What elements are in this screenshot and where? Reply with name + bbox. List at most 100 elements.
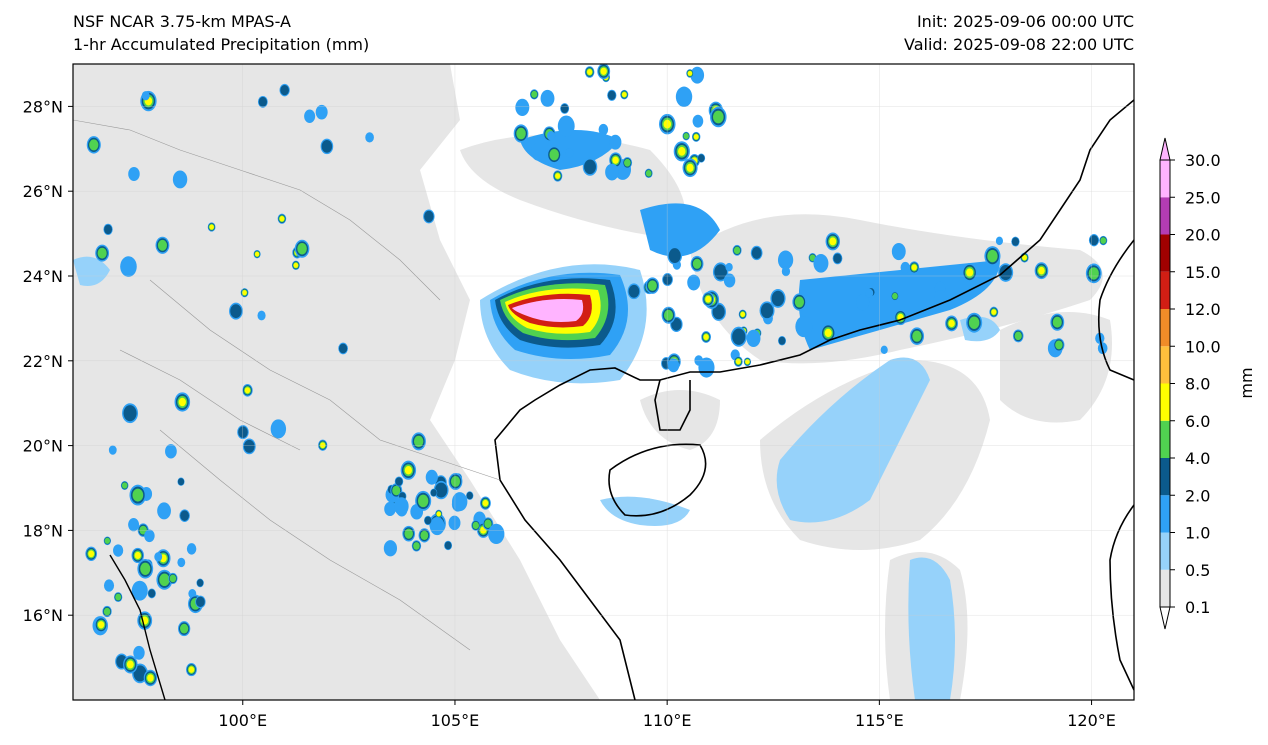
precip-cell bbox=[133, 665, 147, 682]
precip-cell bbox=[104, 537, 111, 544]
lat-tick-label: 24°N bbox=[23, 267, 63, 286]
precip-cell bbox=[609, 134, 622, 150]
colorbar-band bbox=[1160, 383, 1170, 421]
precip-cell bbox=[321, 139, 333, 153]
precip-cell bbox=[703, 334, 709, 340]
lon-tick-label: 115°E bbox=[855, 711, 904, 730]
precip-cell bbox=[1055, 340, 1063, 350]
precip-cell bbox=[242, 290, 247, 296]
precip-cell bbox=[621, 91, 627, 98]
precip-cell bbox=[833, 253, 842, 264]
colorbar-label: mm bbox=[1237, 367, 1256, 398]
precip-cell bbox=[663, 309, 674, 321]
precip-cell bbox=[404, 528, 413, 539]
precip-cell bbox=[891, 242, 906, 261]
precip-cell bbox=[180, 623, 189, 634]
precip-cell bbox=[180, 510, 190, 521]
precip-cell bbox=[690, 66, 705, 84]
precip-cell bbox=[144, 529, 155, 543]
precip-cell bbox=[123, 405, 137, 422]
precip-cell bbox=[304, 109, 316, 123]
precip-cell bbox=[692, 258, 702, 269]
precip-cell bbox=[612, 156, 619, 164]
precip-cell bbox=[948, 319, 955, 328]
precip-cell bbox=[430, 489, 437, 497]
precip-cell bbox=[778, 336, 786, 345]
precip-cell bbox=[824, 328, 832, 338]
colorbar-tick-label: 0.5 bbox=[1185, 561, 1210, 580]
precip-cell bbox=[134, 551, 141, 560]
hainan-coastline bbox=[608, 443, 707, 517]
colorbar-extend-min bbox=[1159, 606, 1171, 630]
precip-cell bbox=[258, 96, 267, 107]
precip-cell bbox=[244, 387, 251, 394]
precip-cell bbox=[140, 562, 151, 575]
precip-cell bbox=[365, 132, 374, 143]
colorbar-band bbox=[1160, 234, 1170, 272]
precip-cell bbox=[177, 557, 186, 568]
precip-cell bbox=[600, 67, 607, 75]
precip-cell bbox=[713, 110, 724, 124]
precip-cell bbox=[723, 273, 736, 288]
colorbar-tick-label: 2.0 bbox=[1185, 486, 1210, 505]
lon-tick-label: 100°E bbox=[218, 711, 267, 730]
precip-cell bbox=[394, 497, 409, 516]
precip-cell bbox=[667, 358, 680, 373]
precip-cell bbox=[693, 134, 699, 140]
luzon-coastline bbox=[1109, 504, 1134, 691]
precip-cell bbox=[148, 589, 156, 598]
precip-cell bbox=[771, 290, 785, 307]
precip-cell bbox=[413, 435, 424, 448]
colorbar-extend-max bbox=[1159, 137, 1171, 161]
title-field: 1-hr Accumulated Precipitation (mm) bbox=[73, 35, 370, 54]
precip-cell bbox=[911, 264, 917, 271]
precip-cell bbox=[120, 256, 137, 277]
precip-cell bbox=[515, 98, 530, 117]
precip-cells bbox=[85, 64, 1108, 687]
precip-cell bbox=[1088, 267, 1099, 280]
precip-cell bbox=[607, 90, 616, 100]
lon-ticks: 100°E 105°E 110°E 115°E 120°E bbox=[218, 700, 1116, 730]
precip-cell bbox=[692, 114, 704, 128]
precip-cell bbox=[995, 236, 1004, 246]
precip-cell bbox=[279, 216, 285, 222]
precip-cell bbox=[404, 465, 412, 475]
precip-cell bbox=[1100, 237, 1107, 244]
precip-cell bbox=[598, 123, 609, 136]
lat-tick-label: 26°N bbox=[23, 182, 63, 201]
colorbar: 0.1 0.5 1.0 2.0 4.0 6.0 8.0 10.0 12.0 15.0 20.0 25.… bbox=[1159, 137, 1221, 630]
precip-cell bbox=[392, 485, 401, 496]
colorbar-tick-label: 25.0 bbox=[1185, 188, 1221, 207]
colorbar-tick-label: 8.0 bbox=[1185, 375, 1210, 394]
precip-cell bbox=[97, 621, 105, 629]
precip-cell bbox=[705, 295, 712, 303]
precip-cell bbox=[108, 445, 117, 455]
precip-cell bbox=[698, 357, 715, 378]
precip-cell bbox=[172, 170, 188, 189]
precip-cell bbox=[482, 499, 489, 507]
precip-cell bbox=[740, 311, 746, 317]
precip-cell bbox=[128, 518, 140, 532]
precip-cell bbox=[418, 494, 429, 508]
precip-cell bbox=[725, 262, 733, 272]
precip-cell bbox=[230, 304, 242, 319]
precip-cell bbox=[209, 224, 214, 230]
colorbar-band bbox=[1160, 420, 1170, 458]
precip-cell bbox=[472, 521, 479, 530]
colorbar-tick-label: 12.0 bbox=[1185, 300, 1221, 319]
precip-cell bbox=[809, 254, 816, 262]
precip-cell bbox=[196, 596, 205, 608]
precip-cell bbox=[745, 359, 750, 365]
precip-cell bbox=[733, 246, 741, 255]
precip-cell bbox=[133, 645, 145, 660]
precip-cell bbox=[624, 158, 631, 167]
precip-cell bbox=[663, 274, 673, 285]
precip-cell bbox=[865, 288, 874, 298]
precip-cell bbox=[584, 159, 596, 175]
precip-cell bbox=[466, 491, 473, 500]
valid-time: Valid: 2025-09-08 22:00 UTC bbox=[903, 35, 1134, 54]
precip-cell bbox=[131, 580, 148, 601]
precip-cell bbox=[777, 250, 794, 270]
precip-cell bbox=[315, 104, 328, 120]
precip-cell bbox=[103, 607, 111, 616]
